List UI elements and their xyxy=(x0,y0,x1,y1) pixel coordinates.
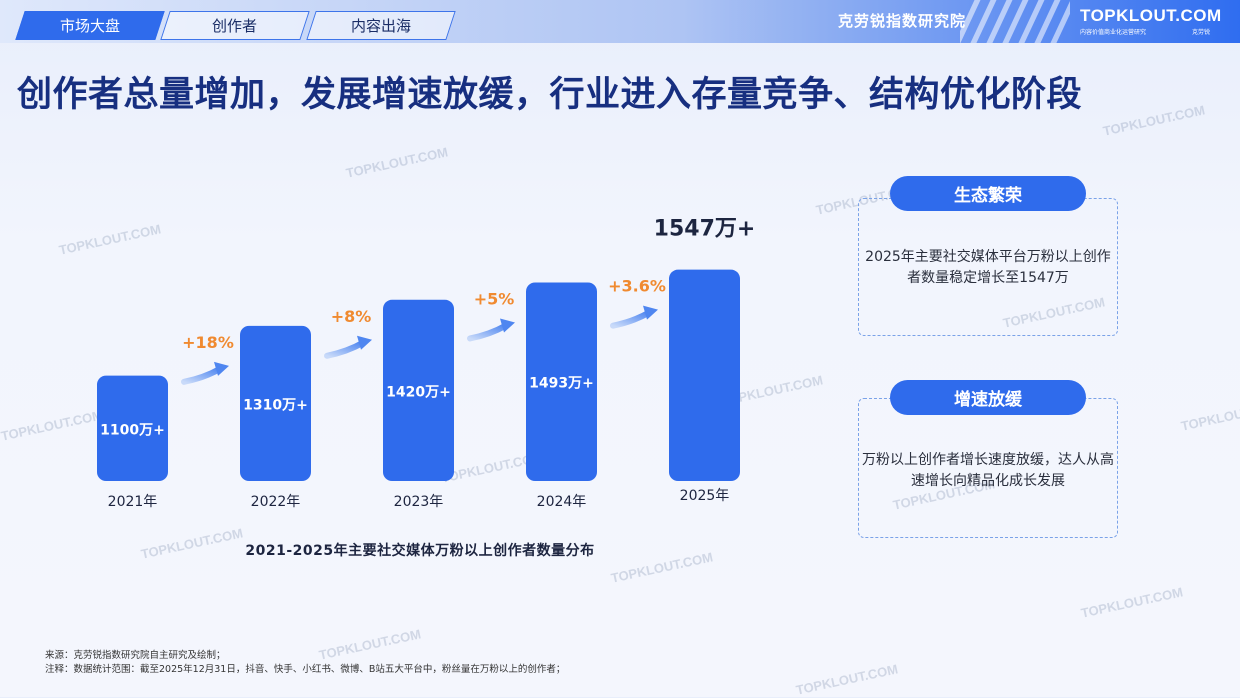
growth-label: +5% xyxy=(474,289,515,308)
remark-note: 注释：数据统计范围：截至2025年12月31日，抖音、快手、小红书、微博、B站五… xyxy=(45,664,566,675)
info-card-title: 增速放缓 xyxy=(890,380,1086,415)
page-title: 创作者总量增加，发展增速放缓，行业进入存量竞争、结构优化阶段 xyxy=(17,75,1083,115)
growth-arrow xyxy=(324,339,366,359)
bar xyxy=(526,282,597,481)
bar xyxy=(97,375,168,481)
bar-value-label: 1493万+ xyxy=(529,376,594,392)
growth-arrow-head xyxy=(643,305,658,320)
growth-arrow xyxy=(181,365,223,385)
brand-logo: TOPKLOUT.COM 内容价值商业化运营研究 克劳锐 xyxy=(1080,6,1222,36)
growth-label: +3.6% xyxy=(608,277,666,296)
growth-arrow-head xyxy=(357,335,372,350)
chart-title: 2021-2025年主要社交媒体万粉以上创作者数量分布 xyxy=(245,543,595,559)
growth-arrow xyxy=(610,309,652,329)
info-card-text: 2025年主要社交媒体平台万粉以上创作者数量稳定增长至1547万 xyxy=(865,249,1111,286)
x-tick-label: 2024年 xyxy=(537,494,587,510)
x-tick-label: 2022年 xyxy=(251,494,301,510)
bar-value-label: 1547万+ xyxy=(654,217,756,242)
bar xyxy=(669,269,740,481)
info-card-title: 生态繁荣 xyxy=(890,176,1086,211)
x-tick-label: 2021年 xyxy=(108,494,158,510)
growth-label: +18% xyxy=(182,333,234,352)
growth-label: +8% xyxy=(331,307,372,326)
bar xyxy=(383,299,454,481)
institute-name: 克劳锐指数研究院 xyxy=(838,12,967,30)
x-tick-label: 2023年 xyxy=(394,494,444,510)
x-tick-label: 2025年 xyxy=(680,488,730,504)
bar xyxy=(240,325,311,481)
bar-value-label: 1310万+ xyxy=(243,397,308,413)
growth-arrow-head xyxy=(214,361,229,376)
brand-tagline: 内容价值商业化运营研究 xyxy=(1080,29,1147,36)
source-note: 来源：克劳锐指数研究院自主研究及绘制； xyxy=(45,650,226,661)
growth-arrow-head xyxy=(500,318,515,333)
brand-logo-text: TOPKLOUT.COM xyxy=(1080,6,1222,25)
brand-sub: 克劳锐 xyxy=(1191,29,1210,36)
growth-arrow xyxy=(467,322,509,342)
bar-value-label: 1100万+ xyxy=(100,422,165,438)
bar-value-label: 1420万+ xyxy=(386,384,451,400)
footnotes: 来源：克劳锐指数研究院自主研究及绘制； 注释：数据统计范围：截至2025年12月… xyxy=(45,649,565,677)
info-card-text: 万粉以上创作者增长速度放缓，达人从高速增长向精品化成长发展 xyxy=(862,452,1114,489)
